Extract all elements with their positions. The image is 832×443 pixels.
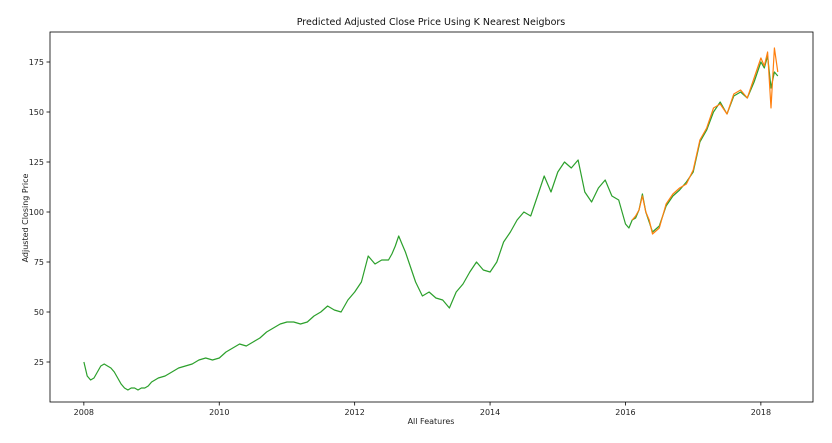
y-tick-label: 75 — [34, 258, 44, 267]
x-tick-label: 2012 — [344, 408, 364, 417]
x-axis-label: All Features — [408, 417, 455, 426]
y-axis: 25 50 75 100 125 150 175 — [29, 58, 50, 367]
x-tick-label: 2018 — [751, 408, 771, 417]
x-tick-label: 2014 — [480, 408, 500, 417]
y-tick-label: 25 — [34, 358, 44, 367]
plot-area — [49, 31, 814, 403]
y-tick-label: 175 — [29, 58, 44, 67]
x-axis: 2008 2010 2012 2014 2016 2018 — [74, 402, 771, 417]
predicted-price-line — [631, 47, 779, 235]
y-tick-label: 100 — [29, 208, 44, 217]
x-tick-label: 2008 — [74, 408, 94, 417]
y-tick-label: 125 — [29, 158, 44, 167]
chart-title: Predicted Adjusted Close Price Using K N… — [297, 17, 566, 28]
x-tick-label: 2016 — [615, 408, 635, 417]
y-axis-label: Adjusted Closing Price — [21, 174, 30, 263]
actual-price-line — [83, 55, 779, 391]
y-tick-label: 50 — [34, 308, 44, 317]
y-tick-label: 150 — [29, 108, 44, 117]
x-tick-label: 2010 — [209, 408, 229, 417]
plot-frame — [49, 31, 814, 403]
